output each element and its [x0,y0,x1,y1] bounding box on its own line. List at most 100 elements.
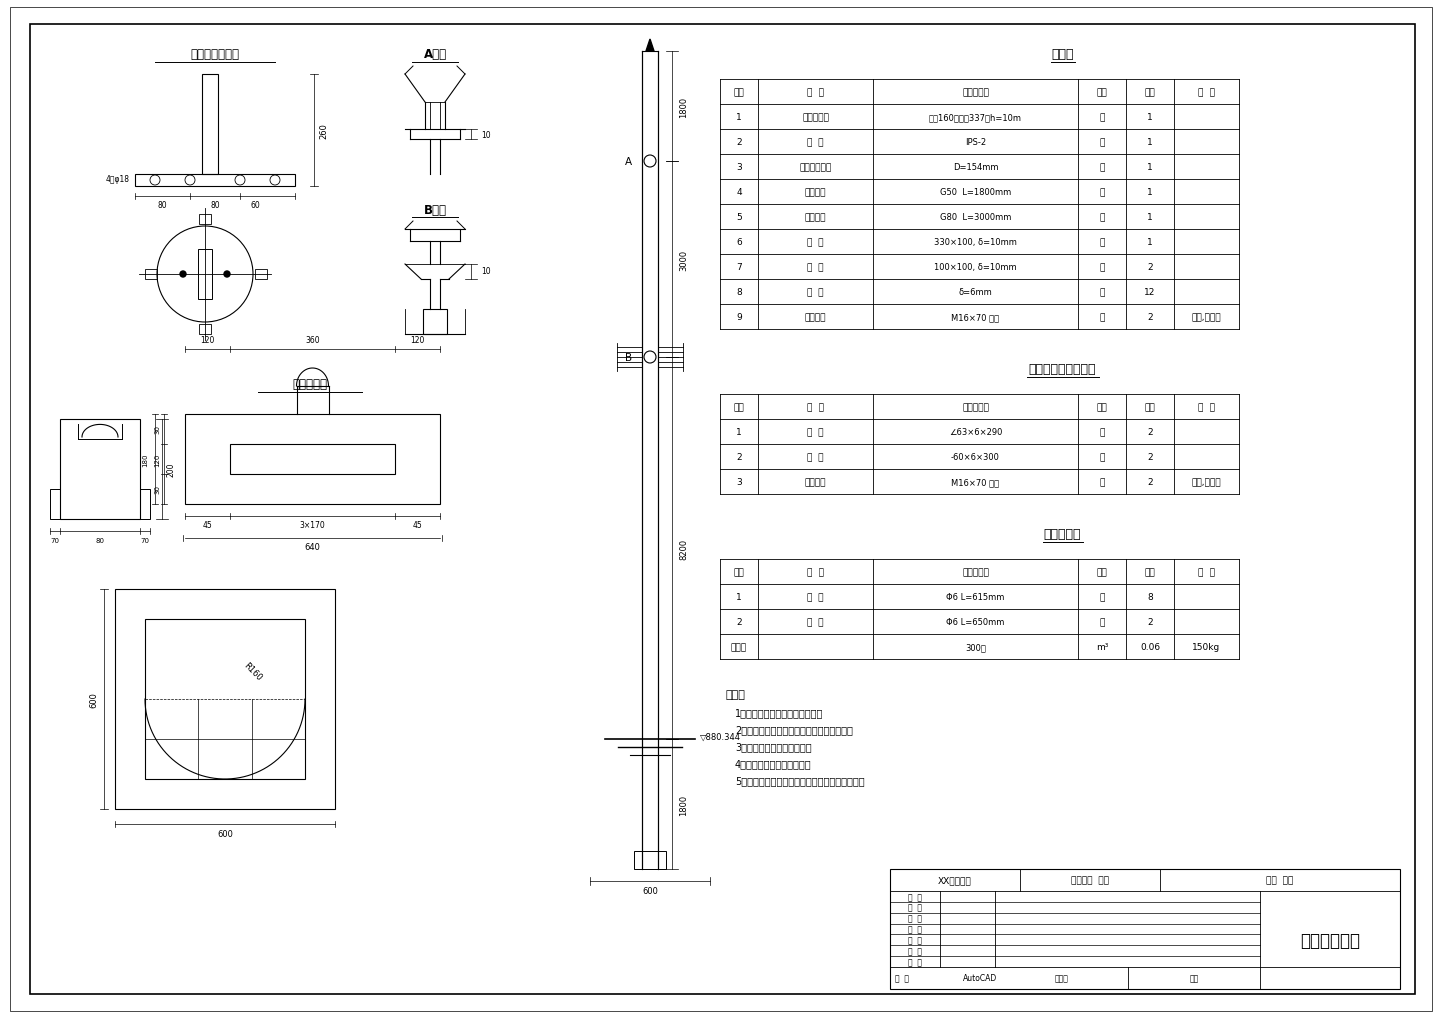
Text: 1: 1 [1148,113,1153,122]
Text: 个: 个 [1099,618,1104,627]
Text: 电气一次  幕分: 电气一次 幕分 [1071,875,1109,884]
Text: 单位: 单位 [1097,88,1107,97]
Text: 600: 600 [642,887,658,896]
Text: 备  注: 备 注 [1198,88,1215,97]
Text: 角  钢: 角 钢 [808,428,824,436]
Text: 120: 120 [154,452,160,467]
Text: 1: 1 [736,592,742,601]
Text: M16×70 镀锌: M16×70 镀锌 [952,313,999,322]
Bar [140,489,150,520]
Text: 100×100, δ=10mm: 100×100, δ=10mm [935,263,1017,272]
Text: 块: 块 [1099,263,1104,272]
Text: 吊  环: 吊 环 [808,618,824,627]
Text: 1: 1 [736,428,742,436]
Text: 1: 1 [1148,163,1153,172]
Text: 批  准: 批 准 [909,892,922,901]
Text: 校审  设计: 校审 设计 [1266,875,1293,884]
Text: 2: 2 [1148,478,1153,486]
Text: 1800: 1800 [680,97,688,117]
Text: 10: 10 [481,130,491,140]
Bar [890,869,1400,989]
Bar [230,444,395,475]
Text: ▽880.344: ▽880.344 [700,732,742,741]
Text: 360: 360 [305,336,320,345]
Text: 扁  钢: 扁 钢 [808,452,824,462]
Text: 600: 600 [89,691,98,707]
Text: M16×70 镀锌: M16×70 镀锌 [952,478,999,486]
Text: 4、金属件均应作防腐处理。: 4、金属件均应作防腐处理。 [734,758,812,768]
Text: 选号及规格: 选号及规格 [962,403,989,412]
Text: 核  定: 核 定 [909,903,922,912]
Text: 底  盘: 底 盘 [808,138,824,147]
Text: 描  图: 描 图 [909,957,922,966]
Text: 150kg: 150kg [1192,642,1221,651]
Text: 选号及规格: 选号及规格 [962,88,989,97]
Text: 2: 2 [736,452,742,462]
Text: 3: 3 [736,163,742,172]
Bar [50,489,60,520]
Text: R160: R160 [242,660,264,682]
Text: 套: 套 [1099,287,1104,297]
Text: 2: 2 [1148,313,1153,322]
Text: 1: 1 [736,113,742,122]
Text: 顶杆160，根杆337，h=10m: 顶杆160，根杆337，h=10m [929,113,1022,122]
Text: 比例尺: 比例尺 [1054,973,1068,982]
Text: 1800: 1800 [680,794,688,815]
Text: 数量: 数量 [1145,88,1155,97]
Text: 块: 块 [1099,138,1104,147]
Text: G80  L=3000mm: G80 L=3000mm [940,213,1011,222]
Text: 9: 9 [736,313,742,322]
Bar [202,75,217,175]
Text: IPS-2: IPS-2 [965,138,986,147]
Text: 材料表: 材料表 [1051,49,1074,61]
Text: -60×6×300: -60×6×300 [950,452,999,462]
Text: 序号: 序号 [733,568,744,577]
Text: 备  注: 备 注 [1198,568,1215,577]
Text: 2: 2 [1148,428,1153,436]
Text: 钢筋水泥杆: 钢筋水泥杆 [802,113,829,122]
Text: 7: 7 [736,263,742,272]
Text: 单位: 单位 [1097,568,1107,577]
Bar [199,250,212,300]
Text: 序号: 序号 [733,88,744,97]
Bar [199,325,212,334]
Text: 束: 束 [1099,592,1104,601]
Text: 4: 4 [736,187,742,197]
Bar [135,175,295,186]
Text: 200: 200 [167,463,176,477]
Text: 5、底盘基础垫层软基应加碎石，水泥砂浆抹面。: 5、底盘基础垫层软基应加碎石，水泥砂浆抹面。 [734,775,864,786]
Text: 2、避雷针共两支，材料表仅为一支材料量。: 2、避雷针共两支，材料表仅为一支材料量。 [734,725,852,735]
Text: 30: 30 [154,485,160,494]
Text: 单位: 单位 [1097,403,1107,412]
Text: 1: 1 [1148,187,1153,197]
Text: 6: 6 [736,237,742,247]
Text: 钢  筋: 钢 筋 [808,592,824,601]
Text: 3×170: 3×170 [300,521,325,530]
Text: 说明：: 说明： [724,689,744,699]
Text: 2: 2 [1148,263,1153,272]
Text: B放大: B放大 [423,204,446,216]
Text: 2: 2 [1148,452,1153,462]
Text: G50  L=1800mm: G50 L=1800mm [940,187,1011,197]
Bar [634,851,667,869]
Text: 设  计: 设 计 [909,935,922,945]
Bar [60,420,140,520]
Text: 钢板,水泥杆: 钢板,水泥杆 [1192,313,1221,322]
Text: A: A [625,157,632,167]
Text: δ=6mm: δ=6mm [959,287,992,297]
Text: 8: 8 [1148,592,1153,601]
Text: 块: 块 [1099,428,1104,436]
Text: 0.06: 0.06 [1140,642,1161,651]
Text: Φ6 L=615mm: Φ6 L=615mm [946,592,1005,601]
Bar [184,415,441,504]
Text: 8: 8 [736,287,742,297]
Text: XX电站工程: XX电站工程 [937,875,972,884]
Text: B: B [625,353,632,363]
Text: 混凝土: 混凝土 [732,642,747,651]
Text: 数量: 数量 [1145,403,1155,412]
Text: 180: 180 [143,452,148,467]
Text: 块: 块 [1099,237,1104,247]
Bar [255,270,266,280]
Bar [199,215,212,225]
Text: 审  查: 审 查 [909,914,922,923]
